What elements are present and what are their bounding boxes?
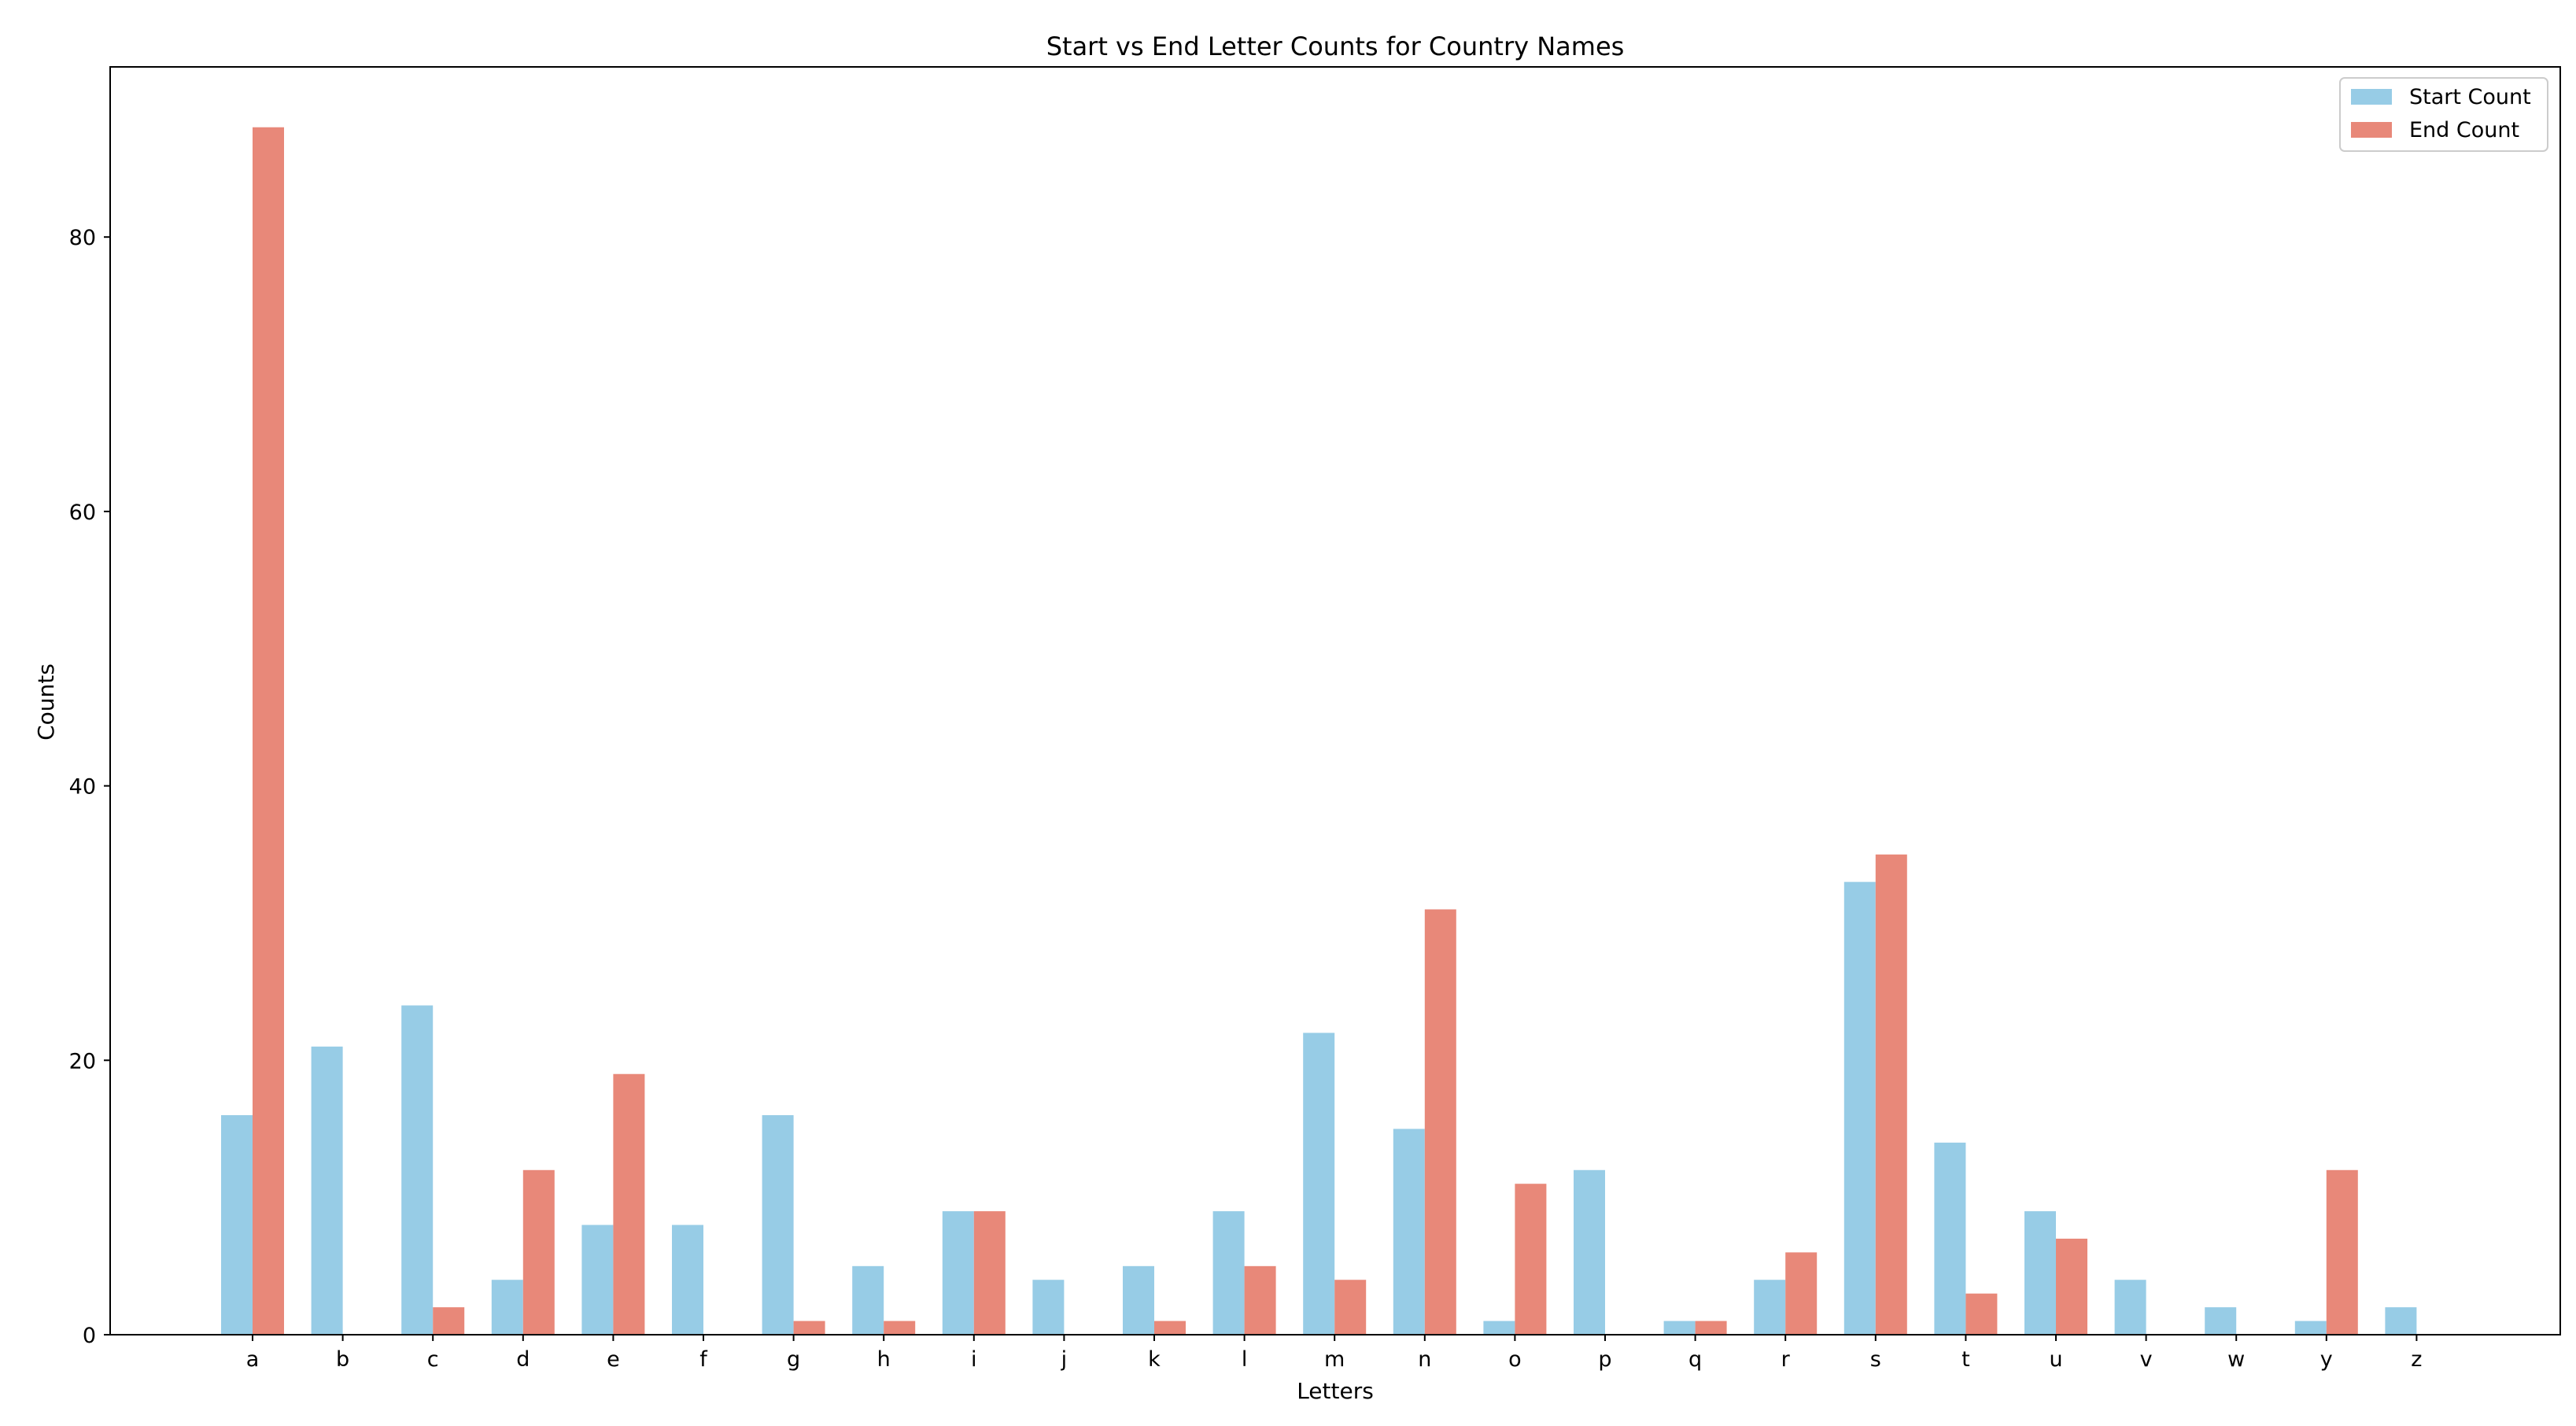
x-tick-label-r: r (1781, 1347, 1791, 1372)
x-tick-label-b: b (336, 1347, 349, 1372)
x-tick-label-p: p (1598, 1347, 1611, 1372)
legend-label-start-count: Start Count (2409, 85, 2531, 109)
x-tick-label-o: o (1508, 1347, 1522, 1372)
x-tick-label-i: i (971, 1347, 977, 1372)
x-tick-label-s: s (1870, 1347, 1881, 1372)
bar-start-c (401, 1005, 434, 1335)
x-tick-label-k: k (1148, 1347, 1161, 1372)
bar-start-f (672, 1225, 703, 1335)
x-tick-label-u: u (2049, 1347, 2062, 1372)
legend-label-end-count: End Count (2409, 118, 2519, 142)
bar-end-a (253, 127, 284, 1335)
bar-start-w (2205, 1307, 2237, 1335)
bar-start-t (1934, 1142, 1966, 1335)
y-tick-label-20: 20 (69, 1049, 96, 1073)
bar-end-q (1695, 1321, 1727, 1335)
x-tick-label-v: v (2140, 1347, 2153, 1372)
x-tick-label-f: f (699, 1347, 708, 1372)
bar-start-s (1843, 881, 1876, 1335)
x-tick-label-w: w (2227, 1347, 2245, 1372)
bar-end-n (1424, 909, 1456, 1335)
bar-start-z (2385, 1307, 2417, 1335)
bar-end-r (1785, 1252, 1818, 1335)
bar-start-b (311, 1046, 343, 1335)
bar-start-u (2024, 1211, 2056, 1335)
bar-end-l (1244, 1265, 1276, 1335)
bar-start-h (852, 1265, 884, 1335)
x-tick-label-n: n (1418, 1347, 1431, 1372)
x-tick-label-j: j (1061, 1347, 1068, 1372)
x-tick-label-d: d (516, 1347, 530, 1372)
bar-start-r (1754, 1280, 1786, 1335)
x-tick-label-g: g (787, 1347, 800, 1372)
bar-start-n (1393, 1129, 1425, 1335)
bar-end-c (433, 1307, 465, 1335)
legend-swatch-start-count (2351, 89, 2392, 105)
bar-end-t (1965, 1293, 1998, 1335)
x-tick-label-a: a (246, 1347, 260, 1372)
bar-end-k (1154, 1321, 1186, 1335)
x-tick-label-q: q (1688, 1347, 1702, 1372)
x-axis-label: Letters (1297, 1378, 1374, 1404)
bar-end-g (793, 1321, 825, 1335)
x-tick-label-l: l (1242, 1347, 1248, 1372)
x-tick-label-m: m (1324, 1347, 1345, 1372)
y-axis-ticks: 0 20 40 60 80 (69, 226, 110, 1348)
bar-start-m (1303, 1033, 1335, 1335)
x-tick-label-e: e (607, 1347, 620, 1372)
y-tick-label-40: 40 (69, 775, 96, 800)
legend: Start Count End Count (2339, 77, 2548, 152)
bar-end-i (973, 1211, 1006, 1335)
y-tick-label-60: 60 (69, 501, 96, 525)
bar-end-o (1515, 1184, 1547, 1335)
x-tick-label-c: c (427, 1347, 439, 1372)
x-tick-label-t: t (1962, 1347, 1970, 1372)
bar-start-j (1032, 1280, 1065, 1335)
bar-start-a (221, 1115, 253, 1335)
x-tick-label-z: z (2411, 1347, 2422, 1372)
bar-end-e (613, 1073, 645, 1335)
y-tick-label-0: 0 (83, 1324, 96, 1348)
bar-start-q (1663, 1321, 1696, 1335)
chart-title: Start vs End Letter Counts for Country N… (1046, 31, 1625, 61)
bar-start-k (1123, 1265, 1154, 1335)
bar-end-d (522, 1169, 555, 1335)
bars-layer (221, 127, 2417, 1335)
bar-end-y (2326, 1169, 2358, 1335)
bar-start-e (581, 1225, 614, 1335)
bar-start-g (762, 1115, 794, 1335)
bar-end-m (1334, 1280, 1367, 1335)
y-tick-label-80: 80 (69, 226, 96, 250)
x-tick-label-h: h (877, 1347, 891, 1372)
bar-start-i (942, 1211, 974, 1335)
bar-start-d (491, 1280, 523, 1335)
bar-start-p (1574, 1169, 1605, 1335)
y-axis-label: Counts (33, 663, 59, 741)
x-tick-label-y: y (2320, 1347, 2333, 1372)
bar-start-y (2294, 1321, 2327, 1335)
legend-swatch-end-count (2351, 122, 2392, 138)
bar-end-u (2056, 1238, 2087, 1335)
bar-start-o (1483, 1321, 1515, 1335)
bar-end-s (1875, 854, 1907, 1335)
plot-area-frame (109, 66, 2561, 1335)
bar-start-v (2114, 1280, 2146, 1335)
bar-end-h (884, 1321, 916, 1335)
bar-start-l (1212, 1211, 1245, 1335)
